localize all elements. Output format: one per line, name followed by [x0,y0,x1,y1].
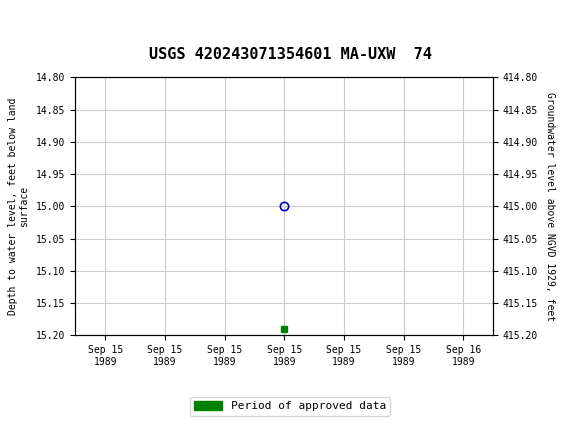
Legend: Period of approved data: Period of approved data [190,397,390,416]
Y-axis label: Depth to water level, feet below land
surface: Depth to water level, feet below land su… [8,98,30,315]
Text: USGS 420243071354601 MA-UXW  74: USGS 420243071354601 MA-UXW 74 [148,47,432,62]
Y-axis label: Groundwater level above NGVD 1929, feet: Groundwater level above NGVD 1929, feet [545,92,555,321]
Text: ≡USGS: ≡USGS [6,16,93,36]
